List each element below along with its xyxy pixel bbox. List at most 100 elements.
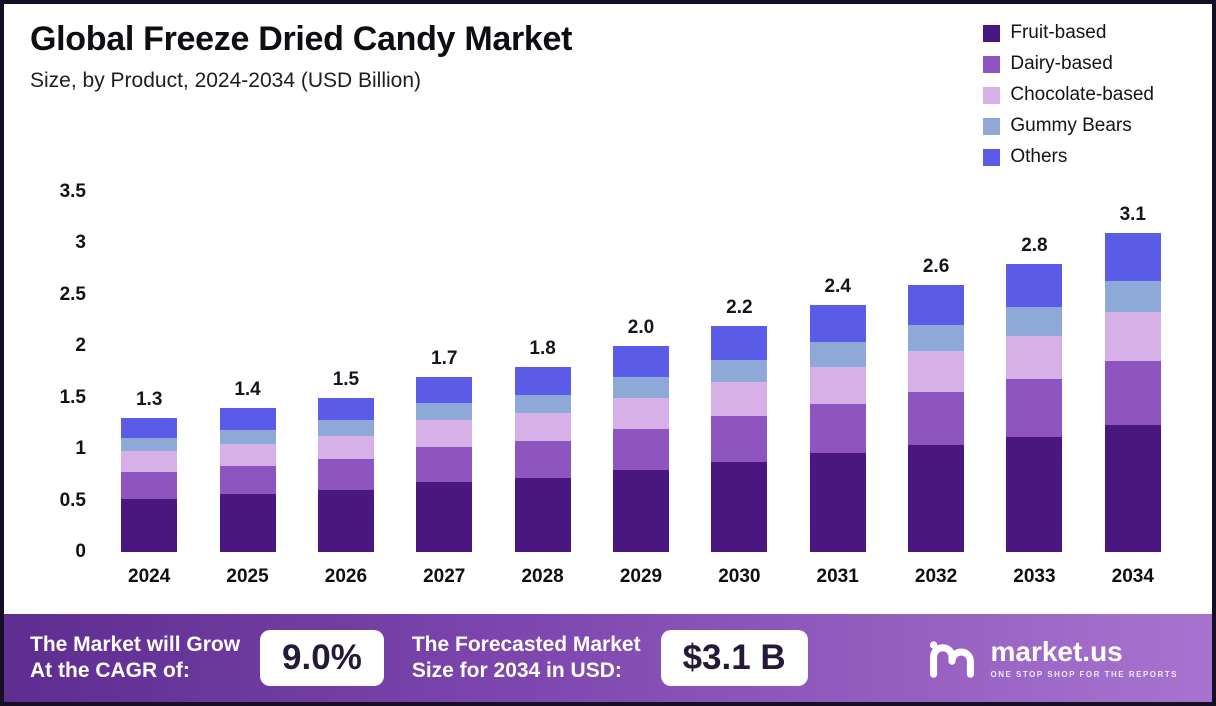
segment-others: [416, 377, 473, 403]
segment-gummy-bears: [416, 402, 473, 421]
segment-gummy-bears: [612, 377, 669, 398]
brand-logo: market.us ONE STOP SHOP FOR THE REPORTS: [926, 632, 1186, 684]
segment-fruit-based: [711, 461, 768, 552]
segment-dairy-based: [121, 471, 178, 499]
legend: Fruit-based Dairy-based Chocolate-based Gum…: [983, 20, 1154, 168]
segment-dairy-based: [317, 459, 374, 491]
segment-others: [514, 366, 571, 395]
segment-others: [317, 397, 374, 421]
segment-others: [908, 284, 965, 325]
bars-container: 1.3 1.4 1.5 1.7 1.8 2.0 2.2 2.4 2.6 2.8 3.1: [100, 192, 1182, 552]
bar-2034: 3.1: [1084, 204, 1182, 552]
y-axis-tick-2.5: 2.5: [59, 283, 86, 305]
bar-2032: 2.6: [887, 256, 985, 552]
stacked-bar-2030: [711, 325, 768, 552]
segment-fruit-based: [1006, 436, 1063, 552]
legend-item-others: Others: [983, 146, 1154, 168]
chart: 0 0.5 1 1.5 2 2.5 3 3.5 1.3 1.4 1.5 1.7 1.8 2.0 2.2 2.…: [4, 170, 1212, 588]
forecast-label-line1: The Forecasted Market: [411, 632, 641, 656]
stacked-bar-2029: [612, 346, 669, 552]
segment-others: [711, 325, 768, 360]
segment-chocolate-based: [514, 413, 571, 441]
bar-2025: 1.4: [198, 379, 296, 552]
segment-fruit-based: [908, 445, 965, 552]
stacked-bar-2026: [317, 397, 374, 552]
brand-name: market.us: [990, 636, 1123, 668]
segment-chocolate-based: [612, 397, 669, 429]
segment-dairy-based: [416, 447, 473, 483]
legend-item-dairy-based: Dairy-based: [983, 53, 1154, 75]
segment-chocolate-based: [908, 351, 965, 392]
forecast-label: The Forecasted Market Size for 2034 in U…: [412, 632, 641, 685]
legend-item-fruit-based: Fruit-based: [983, 22, 1154, 44]
legend-label-chocolate-based: Chocolate-based: [1010, 84, 1154, 105]
bar-total-label-2030: 2.2: [726, 296, 753, 318]
bar-2024: 1.3: [100, 389, 198, 552]
forecast-value-badge: $3.1 B: [660, 630, 808, 686]
segment-fruit-based: [317, 490, 374, 552]
segment-others: [809, 305, 866, 343]
segment-dairy-based: [1104, 360, 1161, 425]
segment-chocolate-based: [711, 382, 768, 417]
legend-swatch-dairy-based: [983, 55, 1001, 73]
footer-banner: The Market will Grow At the CAGR of: 9.0…: [4, 614, 1212, 702]
bar-total-label-2031: 2.4: [824, 276, 851, 298]
x-axis-label-2031: 2031: [816, 566, 859, 587]
segment-gummy-bears: [809, 342, 866, 367]
x-axis-label-2027: 2027: [423, 566, 466, 587]
segment-chocolate-based: [1104, 312, 1161, 361]
legend-label-others: Others: [1010, 146, 1068, 167]
legend-swatch-fruit-based: [983, 24, 1001, 42]
x-axis-label-2024: 2024: [128, 566, 171, 587]
y-axis-tick-3.5: 3.5: [59, 181, 86, 202]
segment-gummy-bears: [219, 429, 276, 445]
market-us-logo-icon: [930, 641, 975, 678]
y-axis-tick-0: 0: [75, 541, 86, 562]
bar-2027: 1.7: [395, 348, 493, 552]
segment-fruit-based: [1104, 424, 1161, 552]
bar-2031: 2.4: [789, 276, 887, 552]
x-axis-label-2025: 2025: [226, 566, 269, 587]
forecast-label-line2: Size for 2034 in USD:: [411, 659, 622, 682]
bar-total-label-2033: 2.8: [1021, 235, 1048, 257]
segment-fruit-based: [809, 453, 866, 552]
page-title: Global Freeze Dried Candy Market: [30, 20, 573, 58]
plot-area: 0 0.5 1 1.5 2 2.5 3 3.5 1.3 1.4 1.5 1.7 1.8 2.0 2.2 2.…: [60, 181, 1182, 562]
bar-total-label-2029: 2.0: [627, 317, 655, 339]
brand-text-block: market.us ONE STOP SHOP FOR THE REPORTS: [990, 636, 1178, 679]
segment-chocolate-based: [121, 451, 178, 472]
segment-dairy-based: [514, 440, 571, 478]
segment-chocolate-based: [416, 420, 473, 448]
bar-total-label-2025: 1.4: [234, 379, 261, 401]
stacked-bar-2034: [1104, 233, 1161, 552]
segment-gummy-bears: [908, 324, 965, 352]
y-axis-tick-1.5: 1.5: [59, 386, 86, 408]
bar-total-label-2024: 1.3: [135, 389, 163, 411]
bar-total-label-2026: 1.5: [332, 368, 360, 390]
y-axis: 0 0.5 1 1.5 2 2.5 3 3.5: [34, 181, 86, 562]
y-axis-tick-0.5: 0.5: [59, 489, 86, 511]
bar-total-label-2028: 1.8: [529, 337, 556, 359]
segment-chocolate-based: [809, 366, 866, 404]
legend-label-gummy-bears: Gummy Bears: [1010, 115, 1132, 136]
x-axis: 2024 2025 2026 2027 2028 2029 2030 2031 2032 2033…: [100, 566, 1182, 588]
segment-fruit-based: [514, 477, 571, 552]
segment-dairy-based: [809, 403, 866, 454]
legend-label-dairy-based: Dairy-based: [1010, 53, 1113, 74]
bar-2033: 2.8: [985, 235, 1083, 552]
subtitle: Size, by Product, 2024-2034 (USD Billion…: [30, 69, 422, 92]
segment-fruit-based: [219, 494, 276, 552]
segment-others: [1104, 233, 1161, 281]
bar-total-label-2034: 3.1: [1119, 204, 1146, 226]
y-axis-tick-1: 1: [75, 438, 86, 460]
legend-item-gummy-bears: Gummy Bears: [983, 115, 1154, 137]
x-axis-label-2029: 2029: [619, 566, 663, 587]
x-axis-label-2032: 2032: [914, 566, 958, 587]
segment-gummy-bears: [514, 394, 571, 414]
brand-tagline: ONE STOP SHOP FOR THE REPORTS: [990, 669, 1178, 679]
segment-others: [219, 408, 276, 430]
bar-total-label-2027: 1.7: [431, 348, 458, 370]
header: Global Freeze Dried Candy Market Size, b…: [4, 4, 1212, 170]
cagr-label-line2: At the CAGR of:: [30, 659, 190, 682]
